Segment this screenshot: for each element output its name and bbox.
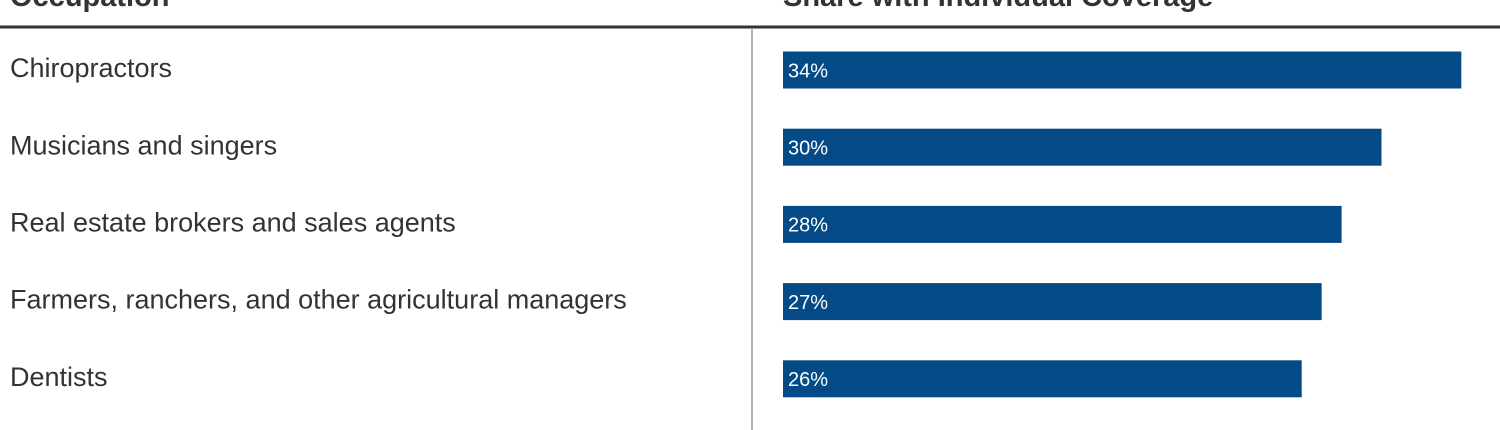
bar: [783, 51, 1462, 89]
category-label: Farmers, ranchers, and other agricultura…: [10, 285, 627, 315]
column-header: Share with Individual Coverage: [783, 0, 1213, 13]
category-label: Musicians and singers: [10, 130, 277, 160]
value-label: 27%: [788, 292, 828, 314]
value-label: 28%: [788, 215, 828, 237]
value-label: 26%: [788, 369, 828, 391]
category-label: Real estate brokers and sales agents: [10, 208, 456, 238]
column-header: Occupation: [10, 0, 170, 13]
bar: [783, 128, 1382, 166]
value-label: 30%: [788, 137, 828, 159]
bar: [783, 205, 1342, 243]
value-label: 34%: [788, 60, 828, 82]
category-label: Chiropractors: [10, 53, 172, 83]
bar: [783, 360, 1302, 398]
bar: [783, 283, 1322, 321]
category-label: Dentists: [10, 362, 108, 392]
